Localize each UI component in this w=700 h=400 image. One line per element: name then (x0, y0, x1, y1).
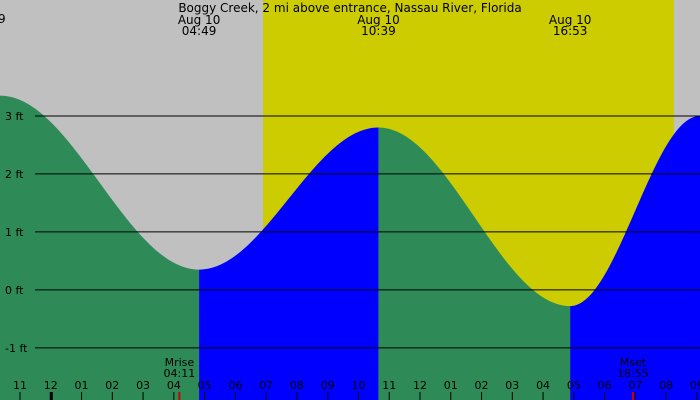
y-tick-label: 3 ft (5, 110, 24, 123)
moon-event-label: Mset (620, 356, 647, 369)
midnight-marker (49, 392, 53, 400)
tide-event-time: 16:53 (553, 24, 588, 38)
x-tick-label: 09 (321, 379, 335, 392)
x-tick-label: 09 (690, 379, 700, 392)
chart-title: Boggy Creek, 2 mi above entrance, Nassau… (178, 1, 521, 15)
x-tick-label: 02 (475, 379, 489, 392)
x-tick-label: 03 (505, 379, 519, 392)
x-tick-label: 05 (198, 379, 212, 392)
tide-areas (0, 95, 700, 400)
tide-event-date: Aug 10 (178, 13, 221, 27)
x-tick-label: 11 (13, 379, 27, 392)
y-tick-label: 1 ft (5, 226, 24, 239)
x-tick-label: 11 (382, 379, 396, 392)
x-tick-label: 06 (228, 379, 242, 392)
y-tick-label: 0 ft (5, 284, 24, 297)
x-tick-label: 07 (259, 379, 273, 392)
tide-event-date: Aug 10 (549, 13, 592, 27)
x-tick-label: 02 (105, 379, 119, 392)
tide-event-time: 10:39 (361, 24, 396, 38)
x-tick-label: 01 (75, 379, 89, 392)
x-tick-label: 07 (628, 379, 642, 392)
y-tick-label: 2 ft (5, 168, 24, 181)
gridlines (35, 115, 700, 349)
x-tick-label: 05 (567, 379, 581, 392)
x-tick-label: 03 (136, 379, 150, 392)
moon-event-time: 18:55 (617, 367, 649, 380)
rising-tide-area (199, 127, 379, 400)
x-tick-label: 04 (167, 379, 181, 392)
left-edge-label: 9 (0, 12, 6, 26)
x-tick-label: 04 (536, 379, 550, 392)
x-tick-label: 10 (351, 379, 365, 392)
x-tick-label: 12 (413, 379, 427, 392)
falling-tide-area (378, 127, 571, 400)
falling-tide-area (0, 95, 200, 400)
tide-event-date: Aug 10 (357, 13, 400, 27)
x-tick-label: 12 (44, 379, 58, 392)
tide-event-time: 04:49 (182, 24, 217, 38)
x-tick-label: 08 (290, 379, 304, 392)
x-tick-label: 01 (444, 379, 458, 392)
moon-event-time: 04:11 (164, 367, 196, 380)
x-axis: 11 12 01 02 03 04 05 06 07 08 09 10 11 12 01 02 03 04 05 06… (13, 379, 700, 400)
y-axis-labels: 3 ft 2 ft 1 ft 0 ft -1 ft (5, 110, 28, 355)
x-tick-label: 06 (598, 379, 612, 392)
x-tick-label: 08 (659, 379, 673, 392)
y-tick-label: -1 ft (5, 342, 28, 355)
moon-event-label: Mrise (165, 356, 195, 369)
rising-tide-area (570, 115, 700, 400)
